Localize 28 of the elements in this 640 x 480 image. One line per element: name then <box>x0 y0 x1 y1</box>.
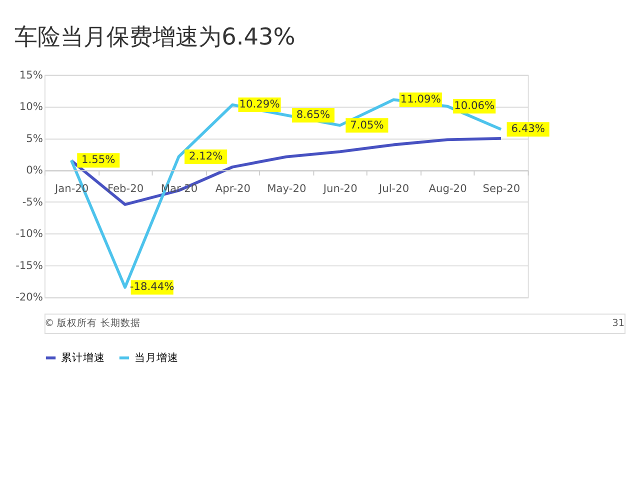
x-tick-label: May-20 <box>267 182 306 195</box>
data-label: 10.29% <box>239 98 280 111</box>
x-tick-label: Jun-20 <box>322 182 358 195</box>
y-tick-label: -20% <box>16 290 44 304</box>
data-label: 10.06% <box>454 99 495 112</box>
chart-title: 车险当月保费增速为6.43% <box>14 23 296 50</box>
x-tick-label: Sep-20 <box>482 182 520 195</box>
y-tick-label: 15% <box>19 68 44 82</box>
y-tick-label: 10% <box>19 100 44 114</box>
text: 31 <box>612 318 625 330</box>
data-label: 8.65% <box>296 108 330 122</box>
y-tick-label: -5% <box>22 195 44 208</box>
legend-label: 累计增速 <box>60 350 105 364</box>
data-label: 7.05% <box>350 118 384 132</box>
y-tick-label: -10% <box>16 227 44 240</box>
y-tick-label: 5% <box>26 132 44 145</box>
data-label: 6.43% <box>511 122 545 136</box>
legend-label: 当月增速 <box>134 350 178 364</box>
x-tick-label: Feb-20 <box>107 182 144 195</box>
x-tick-label: Apr-20 <box>215 182 251 195</box>
data-label: 11.09% <box>400 92 441 106</box>
y-tick-label: -15% <box>16 258 44 272</box>
x-tick-label: Aug-20 <box>428 182 468 195</box>
data-label: 2.12% <box>188 150 223 163</box>
text: © 版权所有 长期数据 <box>44 317 140 330</box>
y-tick-label: 0% <box>26 164 44 177</box>
data-label: 1.55% <box>82 153 116 166</box>
x-tick-label: Jul-20 <box>378 182 410 195</box>
